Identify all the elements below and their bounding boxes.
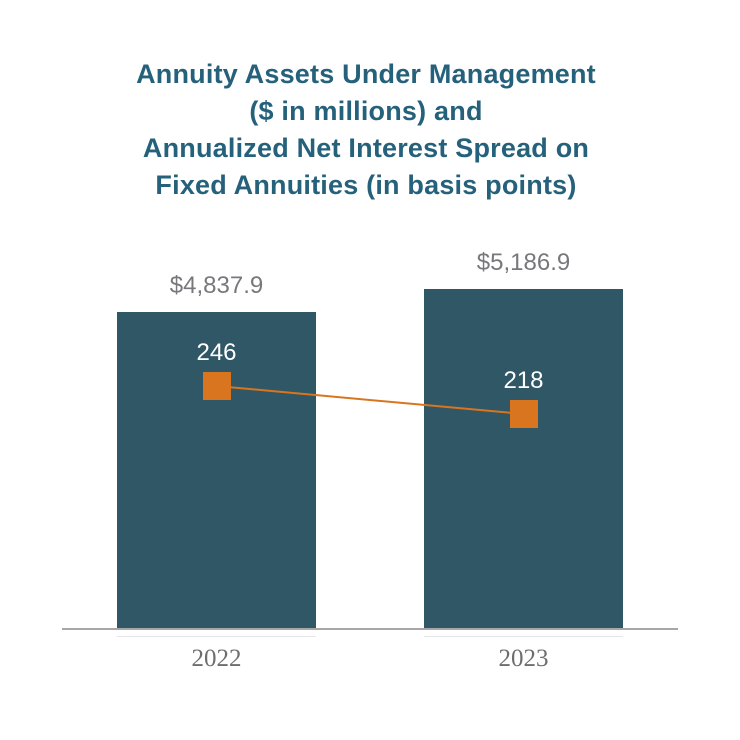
- spread-value-label-2023: 218: [503, 367, 544, 394]
- bar-value-label-2022: $4,837.9: [169, 272, 264, 299]
- x-axis-line: [62, 628, 678, 630]
- chart-title-line-4: Fixed Annuities (in basis points): [155, 170, 577, 200]
- spread-marker-2022: [202, 372, 231, 400]
- x-axis-label-2023: 2023: [498, 645, 549, 672]
- x-axis-label-2022: 2022: [191, 645, 242, 672]
- chart-title: Annuity Assets Under Management ($ in mi…: [0, 56, 732, 204]
- chart-title-line-1: Annuity Assets Under Management: [136, 59, 596, 89]
- spread-value-label-2022: 246: [196, 339, 237, 366]
- bar-2022: [117, 312, 316, 629]
- bar-2023: [424, 289, 623, 629]
- chart-title-line-3: Annualized Net Interest Spread on: [142, 133, 590, 163]
- chart-title-line-2: ($ in millions) and: [249, 96, 483, 126]
- bar-value-label-2023: $5,186.9: [476, 249, 571, 276]
- spread-marker-2023: [509, 400, 538, 428]
- axis-tick-2023: [424, 636, 623, 637]
- axis-tick-2022: [117, 636, 316, 637]
